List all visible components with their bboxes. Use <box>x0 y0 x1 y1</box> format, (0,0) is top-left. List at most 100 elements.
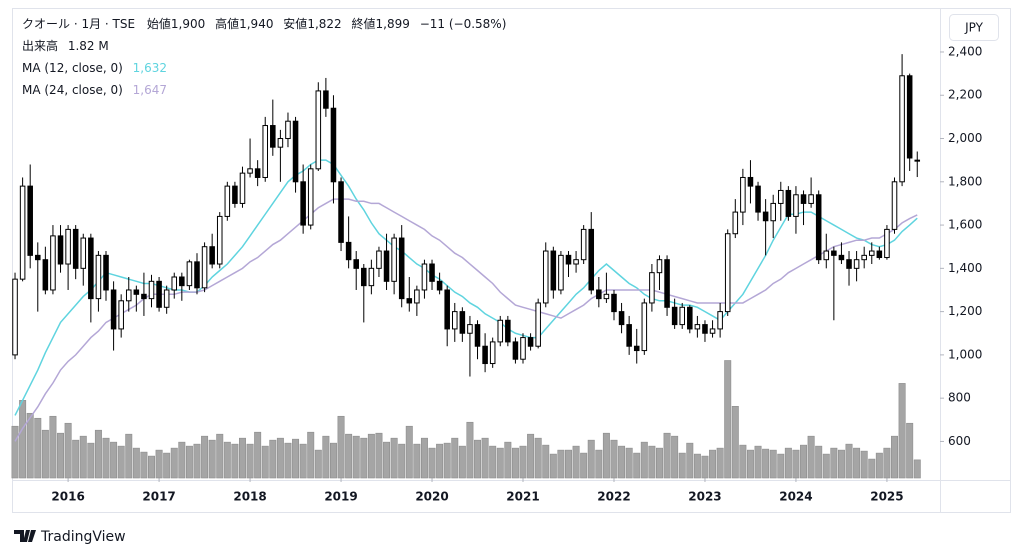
volume-bar <box>238 437 246 479</box>
candle-body <box>307 168 314 226</box>
candle-body <box>133 289 140 295</box>
volume-bar <box>746 449 754 479</box>
candle-body <box>270 125 276 148</box>
y-tick-label: 2,400 <box>948 44 982 58</box>
volume-bar <box>451 437 459 479</box>
volume-bar <box>193 443 201 479</box>
volume-bar <box>185 445 193 479</box>
candle-body <box>717 311 723 330</box>
candle-body <box>247 168 253 174</box>
candle-body <box>262 125 269 178</box>
volume-bar <box>140 451 148 479</box>
volume-bar <box>375 432 383 479</box>
currency[interactable]: JPY <box>964 21 984 35</box>
candle-body <box>891 181 898 230</box>
volume-bar <box>269 439 277 479</box>
volume-bar <box>633 452 641 479</box>
candle-body <box>429 263 435 282</box>
field-value: 1,899 <box>376 17 410 31</box>
candle-body <box>694 324 701 330</box>
candle-body <box>656 259 663 274</box>
volume-bar <box>170 447 178 479</box>
candle-body <box>292 120 299 183</box>
overlay: クオール · 1月 · TSE 始値1,900 高値1,940 安値1,822 … <box>14 14 999 545</box>
x-tick-label: 2017 <box>142 490 175 504</box>
y-tick-label: 1,200 <box>948 304 982 318</box>
candle-body <box>740 176 746 213</box>
volume-bar <box>314 449 322 479</box>
candle-body <box>467 324 473 334</box>
candle-body <box>527 337 534 347</box>
candle-body <box>709 328 716 334</box>
volume-bar <box>49 415 57 479</box>
volume-bar <box>201 435 209 479</box>
currency-button[interactable] <box>949 14 999 41</box>
volume-bar <box>542 444 550 479</box>
ma-legend: MA (12, close, 0) 1,632 <box>22 61 167 75</box>
volume-bar <box>891 435 898 479</box>
volume-bar <box>906 422 914 479</box>
volume-bar <box>784 447 792 479</box>
volume-bar <box>648 445 656 479</box>
candle-body <box>899 75 905 183</box>
candle-body <box>27 185 33 256</box>
volume-bar <box>489 445 497 479</box>
candle-body <box>323 90 329 109</box>
symbol: クオール · 1月 · TSE <box>22 17 135 31</box>
candle-body <box>57 235 64 265</box>
candle-body <box>239 172 246 204</box>
field-label: 終値 <box>352 16 376 31</box>
volume-bar <box>837 449 845 479</box>
candle-body <box>80 237 87 269</box>
volume-bar <box>549 453 557 479</box>
candle-body <box>664 259 670 308</box>
volume-bar <box>693 453 701 479</box>
candle-body <box>906 75 913 159</box>
volume-bar <box>557 449 565 479</box>
x-tick-label: 2018 <box>233 490 266 504</box>
candle-body <box>88 237 94 300</box>
candle-body <box>800 194 807 204</box>
candle-body <box>573 259 579 265</box>
volume-bar <box>398 443 406 479</box>
volume-bar <box>777 453 785 479</box>
volume-bar <box>345 433 353 479</box>
volume-bar <box>853 447 861 479</box>
candle-body <box>65 228 71 265</box>
volume-bar <box>148 455 155 479</box>
candle-body <box>649 272 655 304</box>
candle-body <box>687 306 693 330</box>
candle-body <box>520 337 526 360</box>
field-label: 始値 <box>147 16 171 31</box>
volume-value: 1.82 M <box>68 39 109 53</box>
candle-body <box>368 267 375 287</box>
y-tick-label: 600 <box>948 434 971 448</box>
ma-value: 1,647 <box>133 83 167 97</box>
candle-body <box>194 261 200 289</box>
candle-body <box>755 185 761 213</box>
volume-bar <box>602 432 610 479</box>
candle-body <box>330 107 337 183</box>
volume-bar <box>481 437 489 479</box>
candle-body <box>216 215 223 265</box>
x-tick-label: 2025 <box>870 490 903 504</box>
volume-bar <box>223 441 231 479</box>
volume-bar <box>671 435 679 479</box>
candle-body <box>535 302 541 347</box>
candle-body <box>406 298 413 304</box>
volume-bar <box>405 425 413 479</box>
volume-bar <box>678 452 686 479</box>
candle-body <box>444 289 450 330</box>
candle-body <box>232 185 238 204</box>
y-tick-label: 2,200 <box>948 88 982 102</box>
volume-bar <box>458 445 466 479</box>
x-tick-label: 2019 <box>324 490 357 504</box>
candle-body <box>679 306 685 326</box>
candle-body <box>361 267 367 287</box>
volume-bar <box>72 439 80 479</box>
volume-bar <box>815 445 823 479</box>
candle-body <box>588 228 595 291</box>
volume-bar <box>352 435 360 479</box>
volume-bar <box>663 432 671 479</box>
volume-bar <box>822 453 830 479</box>
